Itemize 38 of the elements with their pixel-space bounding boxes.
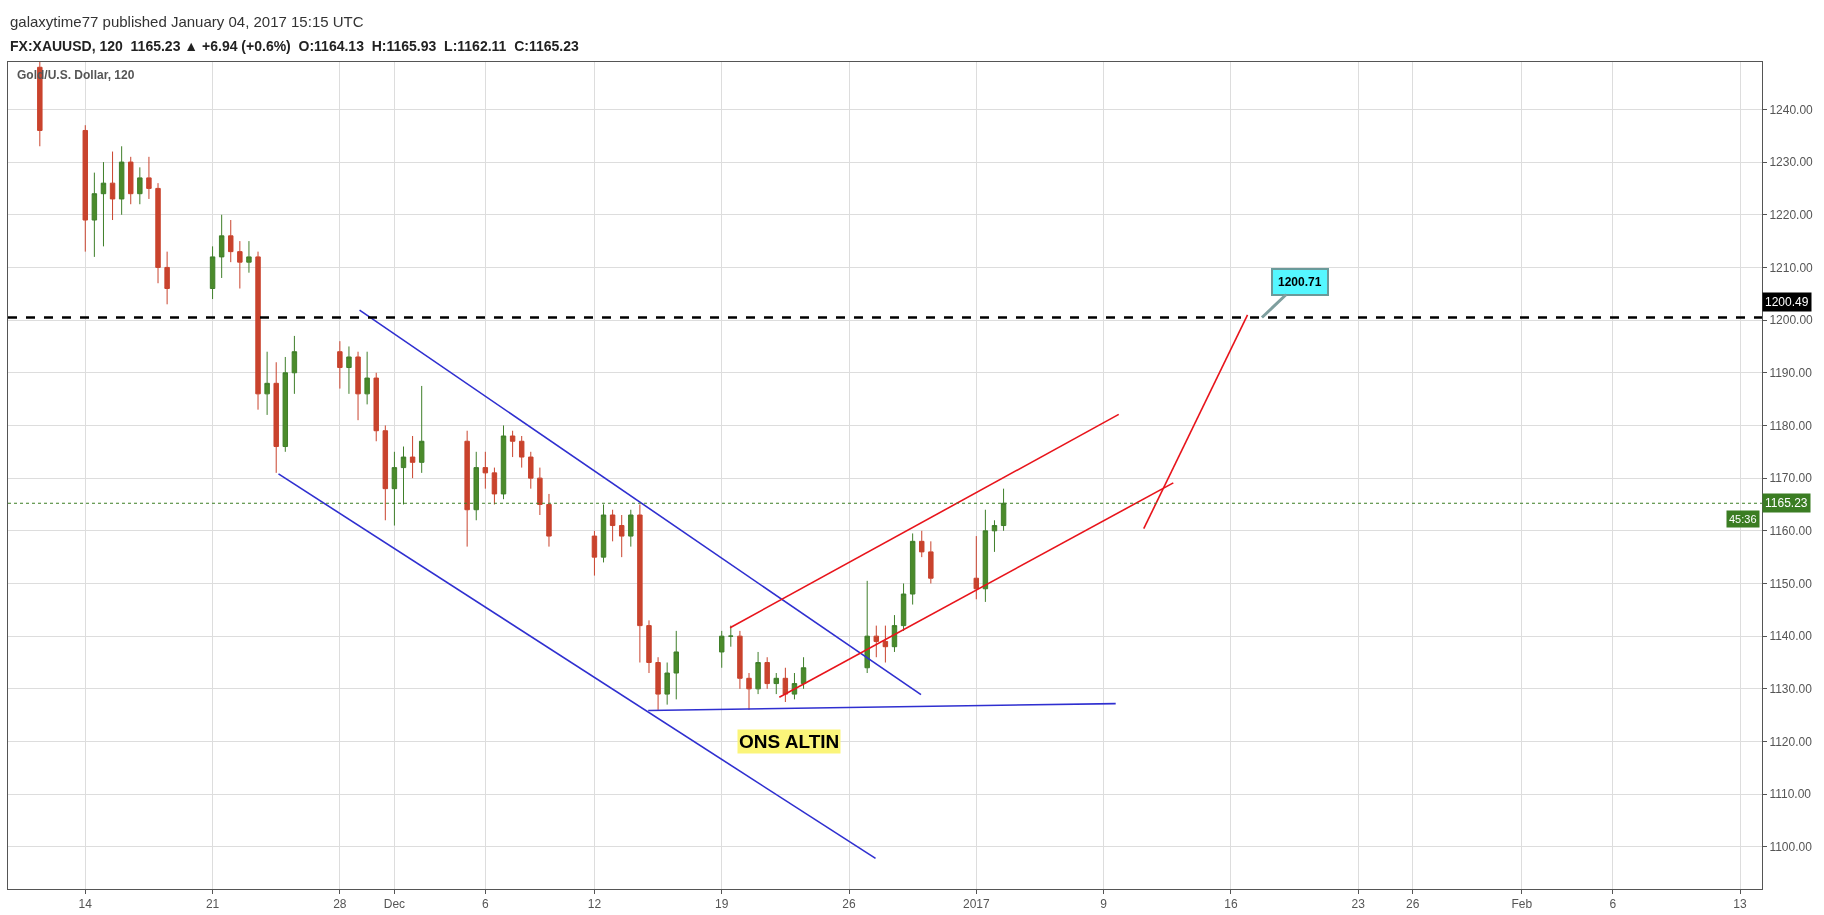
x-tick-label: 19 <box>715 897 729 912</box>
x-tick-label: 14 <box>78 897 93 912</box>
y-tick-label: 1100.00 <box>1769 840 1813 855</box>
ref-line-label: 1165.23 <box>1765 496 1808 510</box>
x-tick-label: 16 <box>1224 897 1238 912</box>
x-tick-label: 6 <box>1609 897 1617 912</box>
x-tick-label: Feb <box>1511 897 1533 912</box>
y-tick-label: 1210.00 <box>1769 260 1814 275</box>
x-tick-label: 13 <box>1733 897 1748 912</box>
y-tick-label: 1240.00 <box>1769 102 1814 117</box>
annotation: 45:36 <box>1729 513 1757 525</box>
x-tick-label: 23 <box>1351 897 1366 912</box>
x-tick-label: 6 <box>481 897 489 912</box>
y-tick-label: 1190.00 <box>1769 365 1813 380</box>
x-tick-label: 2017 <box>962 897 990 912</box>
y-tick-label: 1110.00 <box>1769 787 1812 802</box>
y-tick-label: 1230.00 <box>1769 155 1814 170</box>
chart-title: galaxytime77 published January 04, 2017 15:15 UTC <box>10 13 364 30</box>
x-tick-label: Dec <box>383 897 406 912</box>
y-tick-label: 1150.00 <box>1769 576 1813 591</box>
y-tick-label: 1120.00 <box>1769 734 1813 749</box>
x-tick-label: 26 <box>842 897 856 912</box>
chart-subtitle: FX:XAUUSD, 120 1165.23 ▲ +6.94 (+0.6%) O:1164.13 H:1165.93 L:1162.11 C:1165.23 <box>10 38 579 54</box>
x-tick-label: 28 <box>333 897 347 912</box>
x-tick-label: 12 <box>587 897 602 912</box>
y-tick-label: 1130.00 <box>1769 682 1813 697</box>
y-tick-label: 1200.00 <box>1769 313 1814 328</box>
x-tick-label: 9 <box>1100 897 1108 912</box>
ref-line-label: 1200.49 <box>1765 295 1809 309</box>
y-tick-label: 1170.00 <box>1769 471 1813 486</box>
x-tick-label: 26 <box>1406 897 1420 912</box>
annotation: 1200.71 <box>1278 275 1322 289</box>
x-tick-label: 21 <box>205 897 220 912</box>
y-tick-label: 1180.00 <box>1769 418 1813 433</box>
y-tick-label: 1160.00 <box>1769 524 1813 539</box>
y-tick-label: 1220.00 <box>1769 207 1814 222</box>
y-tick-label: 1140.00 <box>1769 629 1813 644</box>
annotation: ONS ALTIN <box>739 731 840 752</box>
